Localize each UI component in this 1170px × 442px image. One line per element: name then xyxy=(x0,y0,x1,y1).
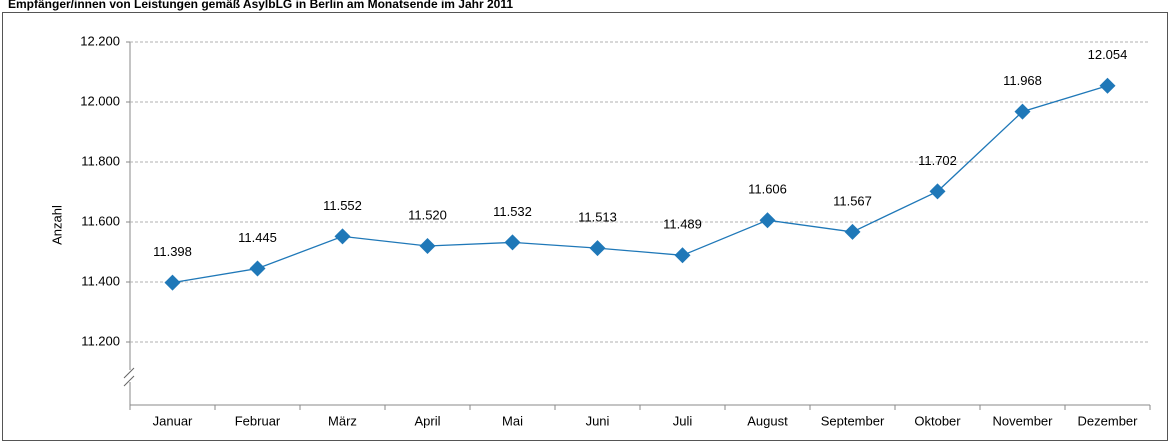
marker xyxy=(759,212,776,229)
x-tick-label: Juli xyxy=(673,413,693,428)
data-label: 11.445 xyxy=(238,230,277,245)
data-label: 12.054 xyxy=(1088,47,1128,62)
x-tick-label: Februar xyxy=(235,413,281,428)
x-tick-label: Dezember xyxy=(1078,413,1139,428)
x-tick-label: April xyxy=(414,413,440,428)
marker xyxy=(674,247,691,264)
x-tick-label: Juni xyxy=(586,413,610,428)
x-tick-label: September xyxy=(821,413,885,428)
marker xyxy=(929,183,946,200)
data-label: 11.567 xyxy=(833,193,872,208)
marker xyxy=(1014,103,1031,120)
line xyxy=(172,85,1108,284)
axis-break xyxy=(123,367,135,387)
marker xyxy=(844,223,861,240)
y-tick-label: 11.400 xyxy=(81,273,120,288)
y-axis-label: Anzahl xyxy=(49,205,64,245)
x-tick-label: Oktober xyxy=(914,413,961,428)
data-label: 11.606 xyxy=(748,182,787,197)
x-tick-label: März xyxy=(328,413,357,428)
data-label: 11.513 xyxy=(578,210,617,225)
y-tick-label: 11.200 xyxy=(81,333,120,348)
data-label: 11.489 xyxy=(663,217,702,232)
data-label: 11.702 xyxy=(918,153,957,168)
x-tick-label: August xyxy=(747,413,788,428)
marker xyxy=(504,234,521,251)
data-label: 11.398 xyxy=(153,244,192,259)
data-label: 11.968 xyxy=(1003,73,1042,88)
data-label: 11.532 xyxy=(493,204,532,219)
x-tick-label: Mai xyxy=(502,413,523,428)
marker xyxy=(419,238,436,254)
y-tick-label: 11.800 xyxy=(81,153,120,168)
marker xyxy=(334,228,351,245)
marker xyxy=(249,260,266,277)
marker xyxy=(164,274,181,291)
x-tick-label: Januar xyxy=(153,413,193,428)
x-tick-label: November xyxy=(993,413,1054,428)
y-tick-label: 12.200 xyxy=(80,33,120,48)
y-tick-label: 11.600 xyxy=(81,213,120,228)
chart-frame xyxy=(2,12,1168,441)
y-tick-label: 12.000 xyxy=(80,93,120,108)
data-label: 11.520 xyxy=(408,207,447,222)
data-label: 11.552 xyxy=(323,198,362,213)
chart-title: Empfänger/innen von Leistungen gemäß Asy… xyxy=(8,0,513,11)
marker xyxy=(589,240,606,257)
marker xyxy=(1099,77,1116,94)
